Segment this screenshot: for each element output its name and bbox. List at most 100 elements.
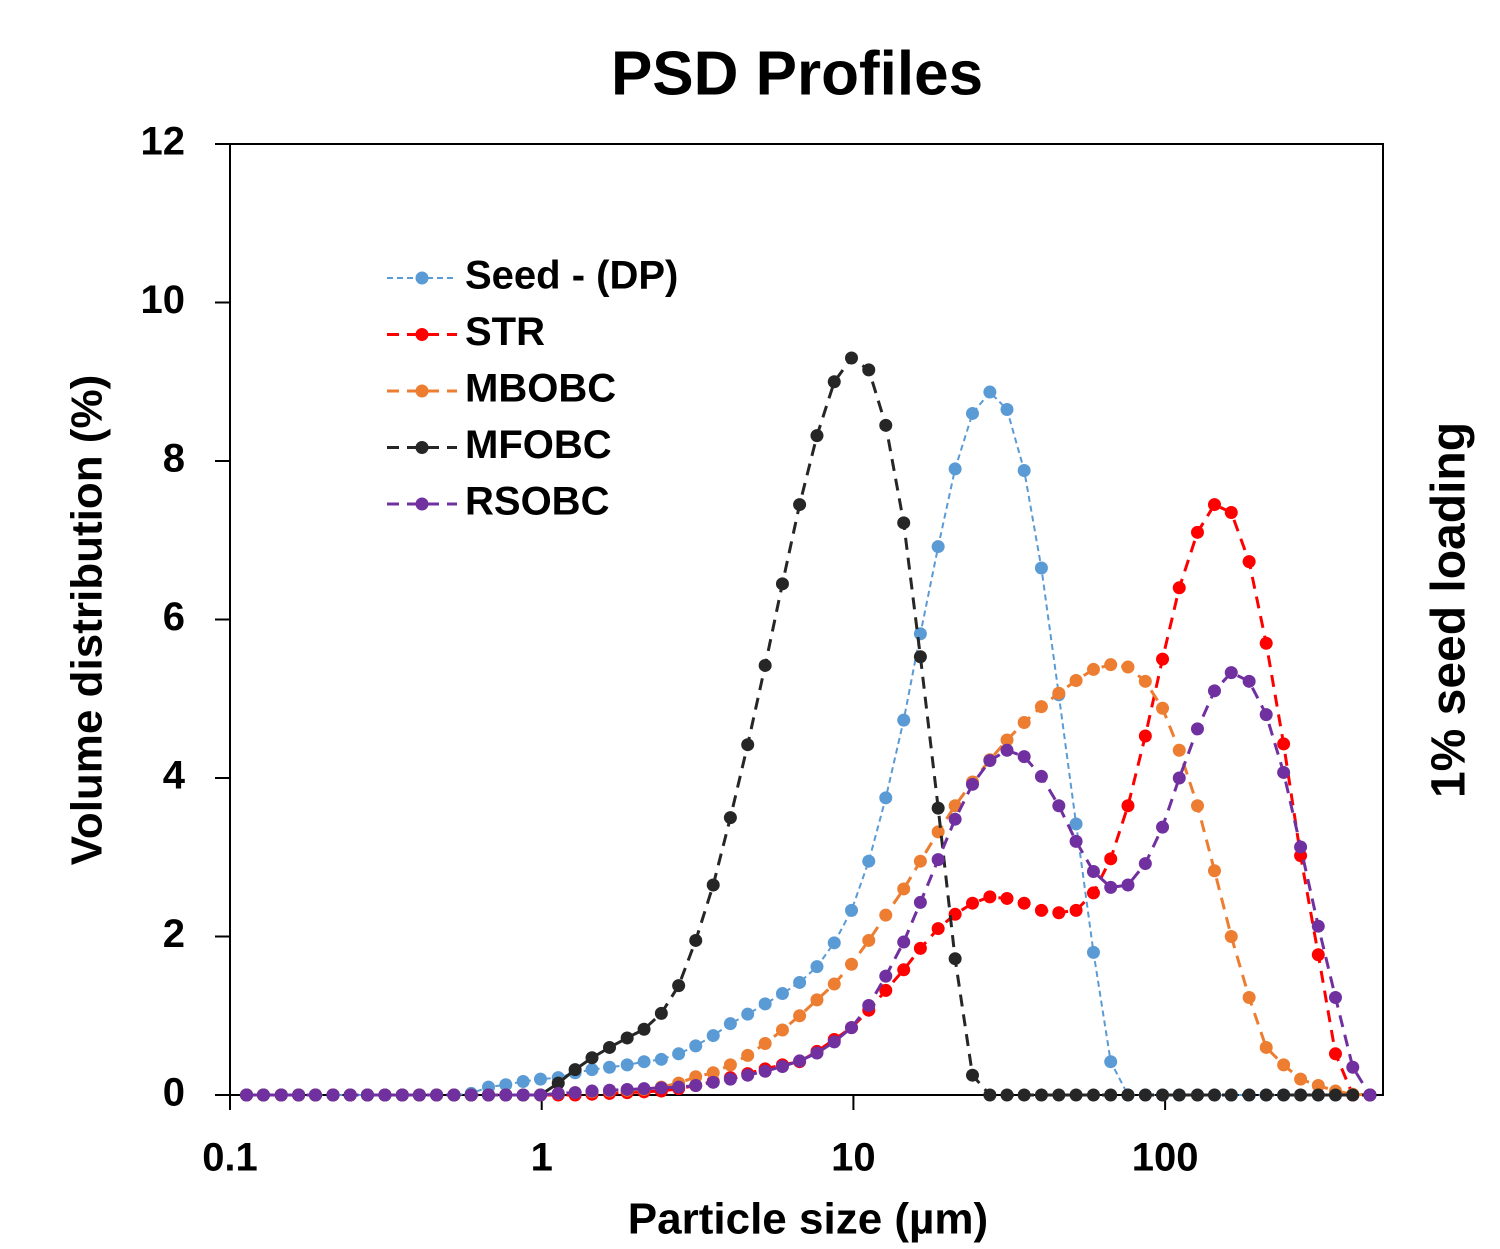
data-point	[879, 908, 893, 922]
legend-marker	[415, 441, 429, 454]
data-point	[1034, 1088, 1048, 1102]
data-point	[1086, 945, 1100, 959]
data-point	[810, 960, 824, 974]
data-point	[793, 1009, 807, 1023]
data-point	[983, 754, 997, 768]
data-point	[1172, 743, 1186, 757]
data-point	[1242, 991, 1256, 1005]
data-point	[1224, 1088, 1238, 1102]
data-point	[1277, 1088, 1291, 1102]
x-tick-label: 1	[531, 1136, 553, 1180]
data-point	[948, 462, 962, 476]
data-point	[378, 1088, 392, 1102]
data-point	[1121, 660, 1135, 674]
series	[240, 666, 1377, 1102]
data-point	[1259, 1088, 1273, 1102]
data-point	[913, 854, 927, 868]
data-point	[1294, 1088, 1308, 1102]
data-point	[637, 1022, 651, 1036]
data-point	[1328, 1047, 1342, 1061]
data-point	[464, 1088, 478, 1102]
x-tick-label: 0.1	[202, 1136, 258, 1180]
data-point	[723, 1058, 737, 1072]
data-point	[1086, 1088, 1100, 1102]
data-point	[1104, 880, 1118, 894]
data-point	[602, 1040, 616, 1054]
data-point	[292, 1088, 306, 1102]
data-point	[879, 983, 893, 997]
data-point	[637, 1082, 651, 1096]
data-point	[1156, 652, 1170, 666]
y-tick-label: 4	[163, 754, 186, 798]
data-point	[1138, 857, 1152, 871]
data-point	[775, 987, 789, 1001]
data-point	[1259, 1040, 1273, 1054]
data-point	[1034, 700, 1048, 714]
data-point	[775, 1023, 789, 1037]
data-point	[862, 363, 876, 377]
data-point	[1034, 561, 1048, 575]
data-point	[758, 1036, 772, 1050]
data-point	[827, 977, 841, 991]
data-point	[879, 418, 893, 432]
data-point	[793, 498, 807, 512]
data-point	[1328, 1088, 1342, 1102]
data-point	[568, 1086, 582, 1100]
data-point	[1190, 799, 1204, 813]
data-point	[1207, 864, 1221, 878]
data-point	[602, 1060, 616, 1074]
data-point	[620, 1082, 634, 1096]
data-point	[1224, 666, 1238, 680]
data-point	[343, 1088, 357, 1102]
data-point	[1346, 1060, 1360, 1074]
data-point	[897, 516, 911, 530]
data-point	[568, 1063, 582, 1077]
data-point	[897, 882, 911, 896]
data-point	[274, 1088, 288, 1102]
data-point	[1277, 737, 1291, 751]
data-point	[1017, 716, 1031, 730]
data-point	[1172, 1088, 1186, 1102]
data-point	[1190, 722, 1204, 736]
data-point	[948, 799, 962, 813]
data-point	[516, 1075, 530, 1089]
data-point	[879, 969, 893, 983]
data-point	[1017, 464, 1031, 478]
data-point	[845, 903, 859, 917]
data-point	[1069, 834, 1083, 848]
data-point	[810, 993, 824, 1007]
data-point	[931, 540, 945, 554]
data-point	[1311, 919, 1325, 933]
data-point	[723, 1017, 737, 1031]
legend-label: RSOBC	[465, 480, 609, 524]
data-point	[827, 936, 841, 950]
data-point	[1277, 1058, 1291, 1072]
data-point	[447, 1088, 461, 1102]
data-point	[1190, 1088, 1204, 1102]
data-point	[1328, 991, 1342, 1005]
data-point	[1000, 743, 1014, 757]
data-point	[1086, 662, 1100, 676]
data-point	[585, 1063, 599, 1077]
y-tick-label: 6	[163, 595, 185, 639]
y-tick-label: 0	[163, 1071, 185, 1115]
data-point	[793, 1054, 807, 1068]
legend-label: STR	[465, 310, 545, 354]
data-point	[1259, 636, 1273, 650]
data-point	[256, 1088, 270, 1102]
data-point	[1138, 674, 1152, 688]
data-point	[308, 1088, 322, 1102]
data-point	[948, 812, 962, 826]
data-point	[862, 933, 876, 947]
data-point	[913, 895, 927, 909]
data-point	[1259, 708, 1273, 722]
data-point	[706, 1075, 720, 1089]
y-tick-label: 12	[141, 120, 186, 164]
data-point	[672, 979, 686, 993]
data-point	[1294, 1072, 1308, 1086]
y-tick-label: 10	[141, 278, 186, 322]
data-point	[741, 738, 755, 752]
data-point	[1190, 525, 1204, 539]
data-point	[965, 1068, 979, 1082]
data-point	[482, 1088, 496, 1102]
